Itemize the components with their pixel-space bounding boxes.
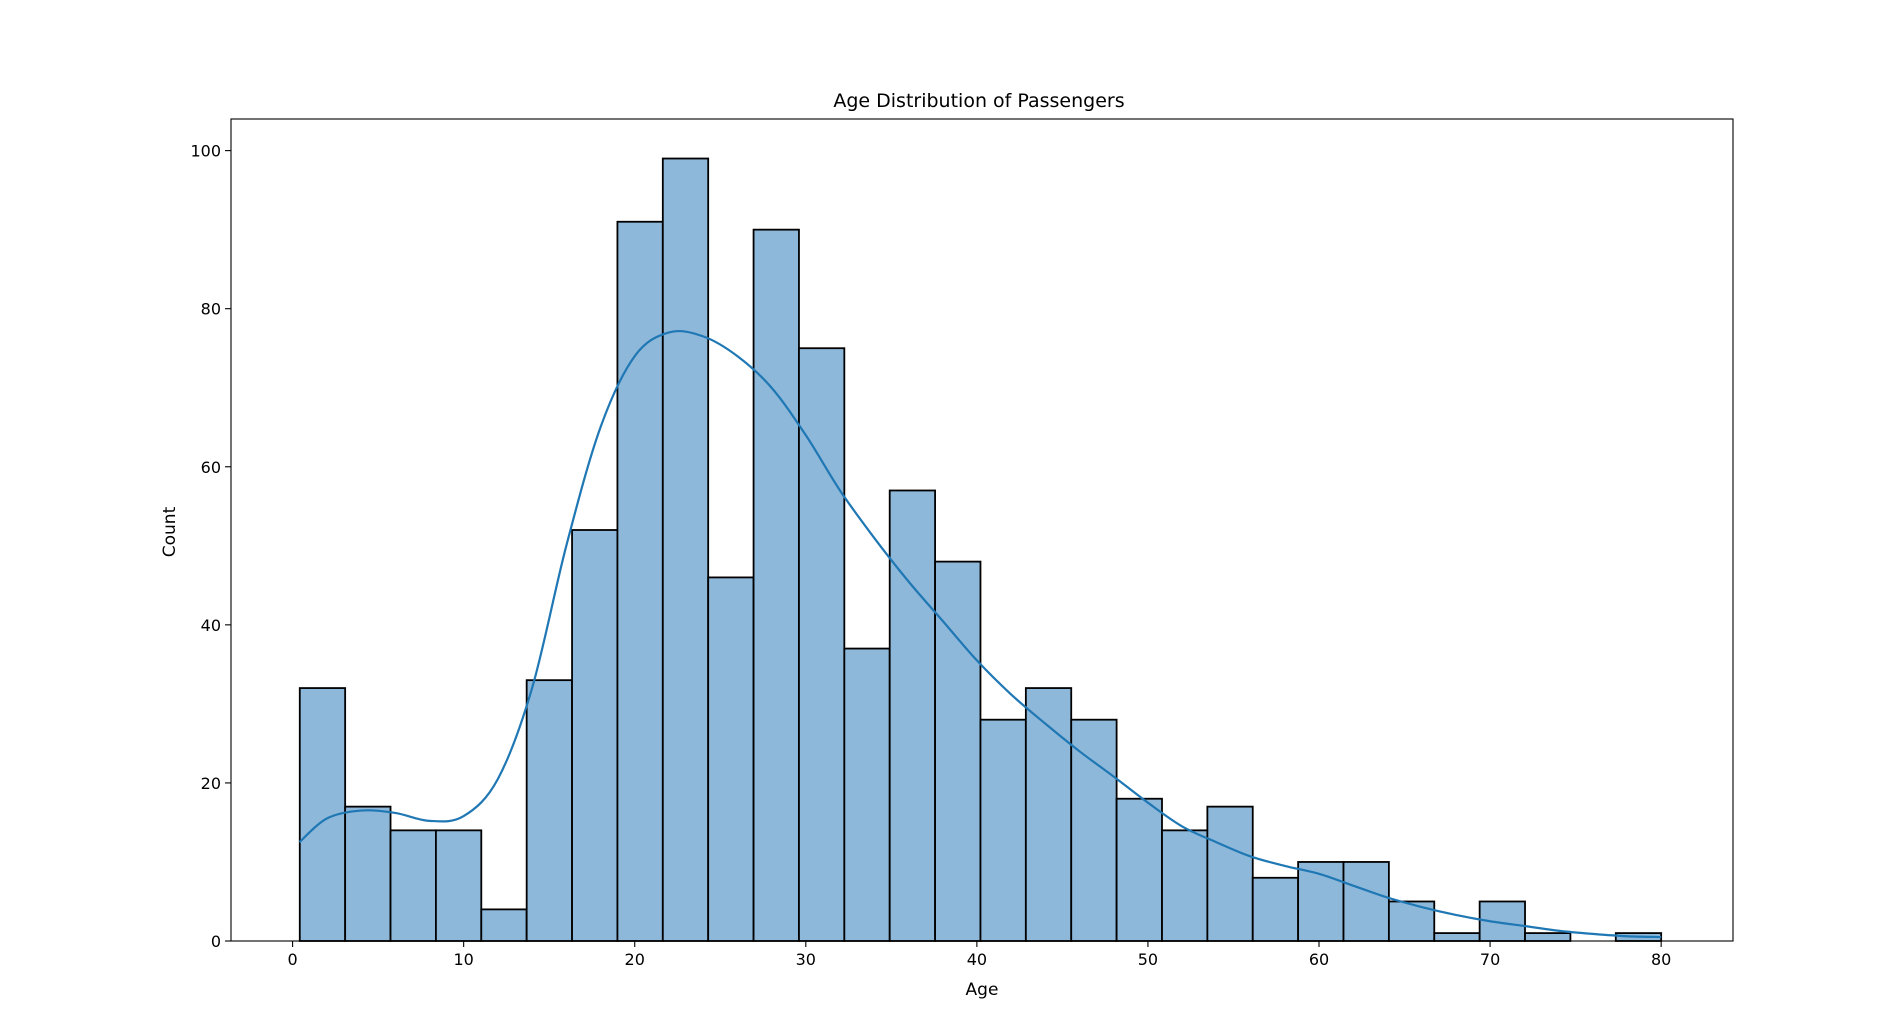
histogram-bar [389, 829, 437, 942]
histogram-bar [571, 529, 619, 942]
y-tick-label: 80 [201, 300, 221, 319]
x-axis-ticks: 0 10 20 30 40 50 60 70 80 [287, 941, 1671, 969]
x-axis-label: Age [966, 980, 999, 1000]
y-tick-label: 100 [190, 142, 221, 161]
y-tick-label: 40 [201, 616, 221, 635]
x-tick-label: 30 [796, 950, 816, 969]
histogram-bar [752, 228, 800, 942]
x-tick-label: 40 [967, 950, 987, 969]
y-axis-label: Count [160, 506, 180, 557]
histogram-bar [1206, 805, 1254, 942]
histogram-bar [1115, 797, 1163, 942]
histogram-bar [480, 908, 528, 942]
histogram-bar [616, 220, 664, 942]
histogram-bar [1524, 932, 1572, 942]
y-tick-label: 20 [201, 774, 221, 793]
x-tick-label: 0 [287, 950, 297, 969]
histogram-bar [1478, 900, 1526, 942]
x-tick-label: 10 [453, 950, 473, 969]
histogram-bar [888, 489, 936, 942]
y-tick-label: 0 [211, 932, 221, 951]
y-axis-ticks: 0 20 40 60 80 100 [190, 142, 231, 951]
histogram-bar [525, 679, 573, 942]
histogram-bar [1433, 932, 1481, 942]
histogram-bar [979, 718, 1027, 942]
chart-title: Age Distribution of Passengers [833, 90, 1124, 112]
plot-area-frame [230, 118, 1734, 942]
histogram-bar [707, 576, 755, 942]
x-tick-label: 20 [625, 950, 645, 969]
y-tick-label: 60 [201, 458, 221, 477]
histogram-bar [1342, 861, 1390, 942]
x-tick-label: 60 [1309, 950, 1329, 969]
histogram-bar [1161, 829, 1209, 942]
histogram-bar [934, 560, 982, 942]
kde-curve [298, 329, 1662, 939]
histogram-bar [344, 805, 392, 942]
x-tick-label: 70 [1480, 950, 1500, 969]
histogram-bar [1251, 876, 1300, 942]
histogram-bar [798, 347, 846, 942]
histogram-bar [435, 829, 483, 942]
bars-group [298, 157, 1663, 942]
histogram-bar [1070, 718, 1118, 942]
histogram-bar [661, 157, 710, 942]
histogram-bar [843, 647, 891, 942]
x-tick-label: 50 [1138, 950, 1158, 969]
x-tick-label: 80 [1651, 950, 1671, 969]
